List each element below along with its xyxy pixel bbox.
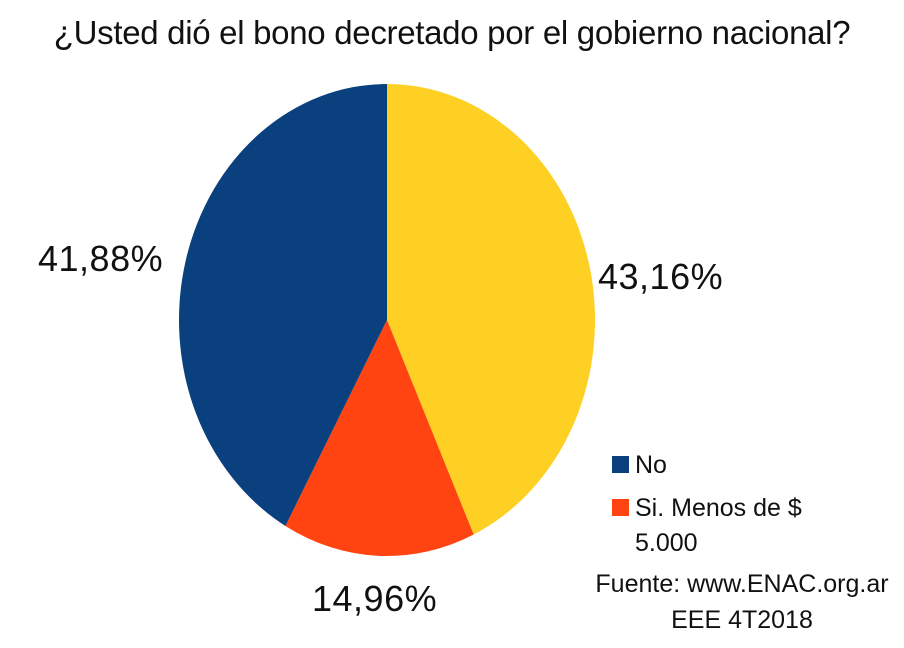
legend-swatch-si-menos — [612, 499, 629, 516]
source-text: Fuente: www.ENAC.org.ar — [595, 570, 889, 598]
legend-swatch-no — [612, 456, 629, 473]
legend: No Si. Menos de $ 5.000 — [612, 448, 835, 569]
legend-item-no: No — [612, 448, 835, 483]
legend-label-no: No — [635, 451, 667, 479]
legend-label-si-menos: Si. Menos de $ 5.000 — [635, 494, 802, 557]
data-label-slice-yellow: 43,16% — [598, 256, 724, 297]
pie-slice-yellow — [387, 84, 596, 535]
data-label-slice-blue: 41,88% — [38, 238, 164, 279]
legend-item-si-menos: Si. Menos de $ 5.000 — [612, 491, 835, 561]
chart-title: ¿Usted dió el bono decretado por el gobi… — [53, 14, 851, 51]
source-period: EEE 4T2018 — [671, 606, 813, 634]
pie-slice-red — [285, 320, 474, 557]
source-note: Fuente: www.ENAC.org.ar EEE 4T2018 — [580, 566, 904, 638]
pie-slice-blue — [178, 83, 387, 526]
data-label-slice-red: 14,96% — [312, 578, 438, 619]
